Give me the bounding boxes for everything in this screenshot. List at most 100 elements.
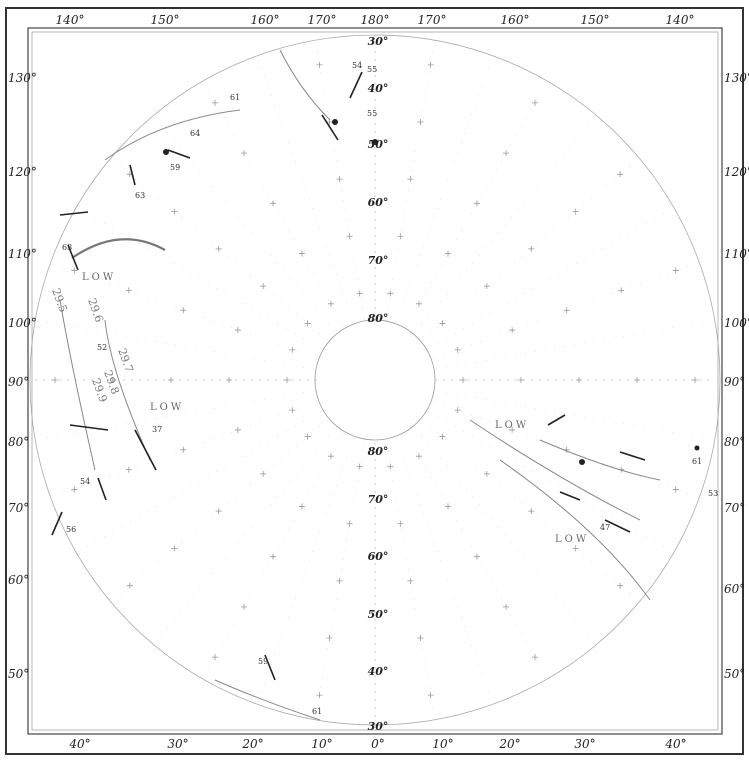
grid-cross (572, 545, 579, 552)
isobar-label: 29.5 (49, 287, 70, 314)
meridian-ray (385, 45, 435, 319)
meridian-ray (156, 427, 336, 641)
station-label: 64 (190, 129, 200, 138)
station-label: 61 (692, 457, 702, 466)
bottom-longitude-labels: 40° 30° 20° 10° 0° 10° 20° 30° 40° (68, 737, 686, 751)
top-longitude-label: 170° (308, 13, 337, 27)
meridian-ray (204, 433, 345, 675)
wind-arrow (604, 519, 631, 533)
isobar-curve (71, 238, 166, 259)
grid-cross (168, 377, 174, 383)
meridian-ray (436, 320, 710, 370)
isobar-curve (214, 679, 321, 721)
meridian-ray (385, 441, 435, 715)
grid-cross (346, 233, 353, 240)
station-label: 37 (152, 425, 162, 434)
wind-arrow (67, 244, 79, 271)
top-longitude-label: 140° (56, 13, 85, 27)
grid-cross (126, 582, 133, 589)
grid-cross (617, 171, 624, 178)
wind-arrow (129, 164, 136, 186)
left-longitude-label: 110° (8, 247, 37, 261)
bottom-longitude-label: 30° (167, 737, 188, 751)
top-longitude-label: 160° (501, 13, 530, 27)
meridian-ray (405, 85, 546, 327)
meridian-ray (405, 433, 546, 675)
grid-cross (483, 470, 490, 477)
right-longitude-label: 70° (724, 501, 745, 515)
low-pressure-label: LOW (82, 272, 116, 283)
grid-cross (474, 200, 480, 207)
station-label: 47 (600, 523, 610, 532)
right-longitude-label: 100° (724, 316, 749, 330)
right-longitude-label: 110° (724, 247, 749, 261)
station-dot (694, 445, 700, 451)
grid-cross (328, 453, 334, 460)
grid-cross (171, 545, 178, 552)
grid-cross (397, 233, 404, 240)
grid-cross (110, 377, 116, 383)
grid-cross (416, 300, 422, 307)
grid-cross (518, 377, 524, 383)
isobar-curve (59, 299, 96, 471)
station-label: 63 (62, 243, 72, 252)
bottom-longitude-label: 10° (311, 737, 332, 751)
grid-cross (483, 283, 490, 290)
grid-cross (336, 176, 343, 183)
station-label: 54 (80, 477, 90, 486)
latitude-label: 40° (368, 665, 389, 678)
low-pressure-label: LOW (150, 402, 184, 413)
station-label: 63 (135, 191, 145, 200)
graticule (29, 34, 721, 726)
grid-cross (289, 346, 296, 353)
left-longitude-labels: 130° 120° 110° 100° 90° 80° 70° 60° 50° (8, 71, 37, 681)
grid-cross (387, 290, 394, 297)
isobar-curve (499, 459, 651, 601)
station-label: 61 (312, 707, 322, 716)
meridian-ray (204, 85, 345, 327)
grid-cross (299, 250, 305, 257)
wind-arrow (264, 654, 276, 681)
left-longitude-label: 90° (8, 375, 29, 389)
upper-latitude-labels: 30° 40° 50° 60° 70° 80° (368, 35, 389, 325)
meridian-ray (433, 263, 695, 360)
wind-arrow (349, 71, 363, 99)
grid-cross (445, 503, 451, 510)
left-longitude-label: 50° (8, 667, 29, 681)
isobar-labels: 29.5 29.6 29.7 29.8 29.9 (49, 287, 136, 404)
grid-cross (326, 635, 333, 642)
station-dot (163, 149, 169, 155)
grid-cross (52, 377, 58, 383)
grid-cross (260, 470, 267, 477)
grid-cross (416, 453, 422, 460)
meridian-ray (395, 438, 492, 700)
wind-arrow (619, 451, 646, 461)
low-pressure-labels: LOW LOW LOW LOW (82, 272, 586, 545)
latitude-label: 80° (368, 312, 389, 325)
grid-cross (346, 520, 353, 527)
grid-cross (439, 320, 446, 327)
inner-border-fine (31, 31, 719, 731)
right-longitude-label: 50° (724, 667, 745, 681)
meridian-ray (114, 419, 328, 599)
latitude-label: 50° (368, 138, 389, 151)
grid-cross (454, 346, 461, 353)
top-longitude-labels: 140° 150° 160° 170° 180° 170° 160° 150° … (56, 13, 695, 27)
grid-cross (672, 267, 679, 274)
grid-cross (532, 99, 538, 106)
grid-cross (576, 377, 582, 383)
grid-cross (572, 208, 579, 215)
grid-cross (212, 99, 218, 106)
left-longitude-label: 130° (8, 71, 37, 85)
left-longitude-label: 100° (8, 316, 37, 330)
meridian-ray (315, 45, 365, 319)
grid-cross (270, 200, 276, 207)
lower-latitude-labels: 80° 70° 60° 50° 40° 30° (368, 445, 389, 733)
bottom-longitude-label: 40° (68, 737, 90, 751)
top-longitude-label: 170° (418, 13, 447, 27)
wind-arrow (59, 211, 89, 216)
grid-cross (509, 327, 516, 334)
grid-cross (672, 486, 679, 493)
grid-cross (509, 426, 516, 433)
bottom-longitude-label: 0° (371, 737, 385, 751)
